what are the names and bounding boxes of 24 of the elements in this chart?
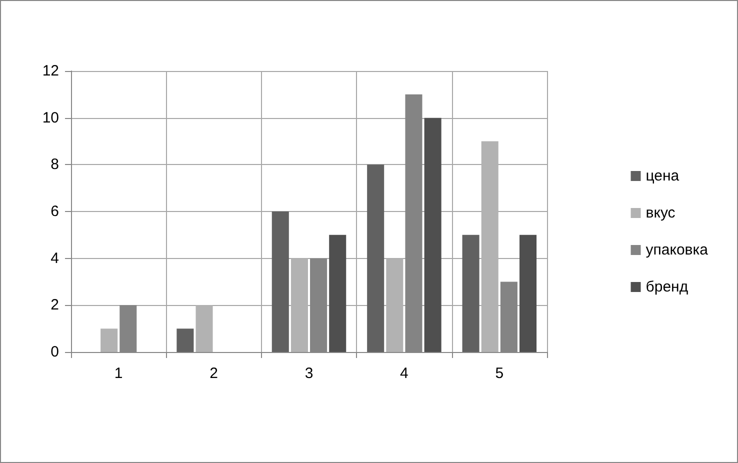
y-tick-label: 2: [50, 296, 59, 314]
y-tick-label: 4: [50, 250, 59, 267]
bar: [100, 328, 118, 352]
bar: [519, 234, 537, 352]
y-tick-label: 6: [50, 203, 59, 220]
legend-label: упаковка: [646, 242, 709, 258]
x-tick-label: 1: [114, 365, 123, 382]
x-tick-label: 2: [210, 365, 218, 382]
legend-label: бренд: [646, 278, 688, 296]
y-tick-label: 8: [50, 156, 59, 174]
bar: [424, 118, 442, 352]
x-tick-label: 3: [304, 365, 314, 382]
x-tick-label: 5: [495, 365, 504, 382]
bar: [462, 234, 480, 352]
y-tick-label: 12: [42, 62, 59, 80]
y-tick-label: 0: [50, 344, 59, 360]
bar: [329, 234, 346, 352]
y-tick-label: 10: [42, 109, 59, 126]
bar: [272, 212, 289, 352]
bar: [176, 328, 194, 352]
bar: [367, 164, 384, 352]
legend-label: вкус: [646, 204, 676, 222]
x-tick-label: 4: [400, 365, 408, 382]
legend-label: цена: [646, 168, 680, 184]
